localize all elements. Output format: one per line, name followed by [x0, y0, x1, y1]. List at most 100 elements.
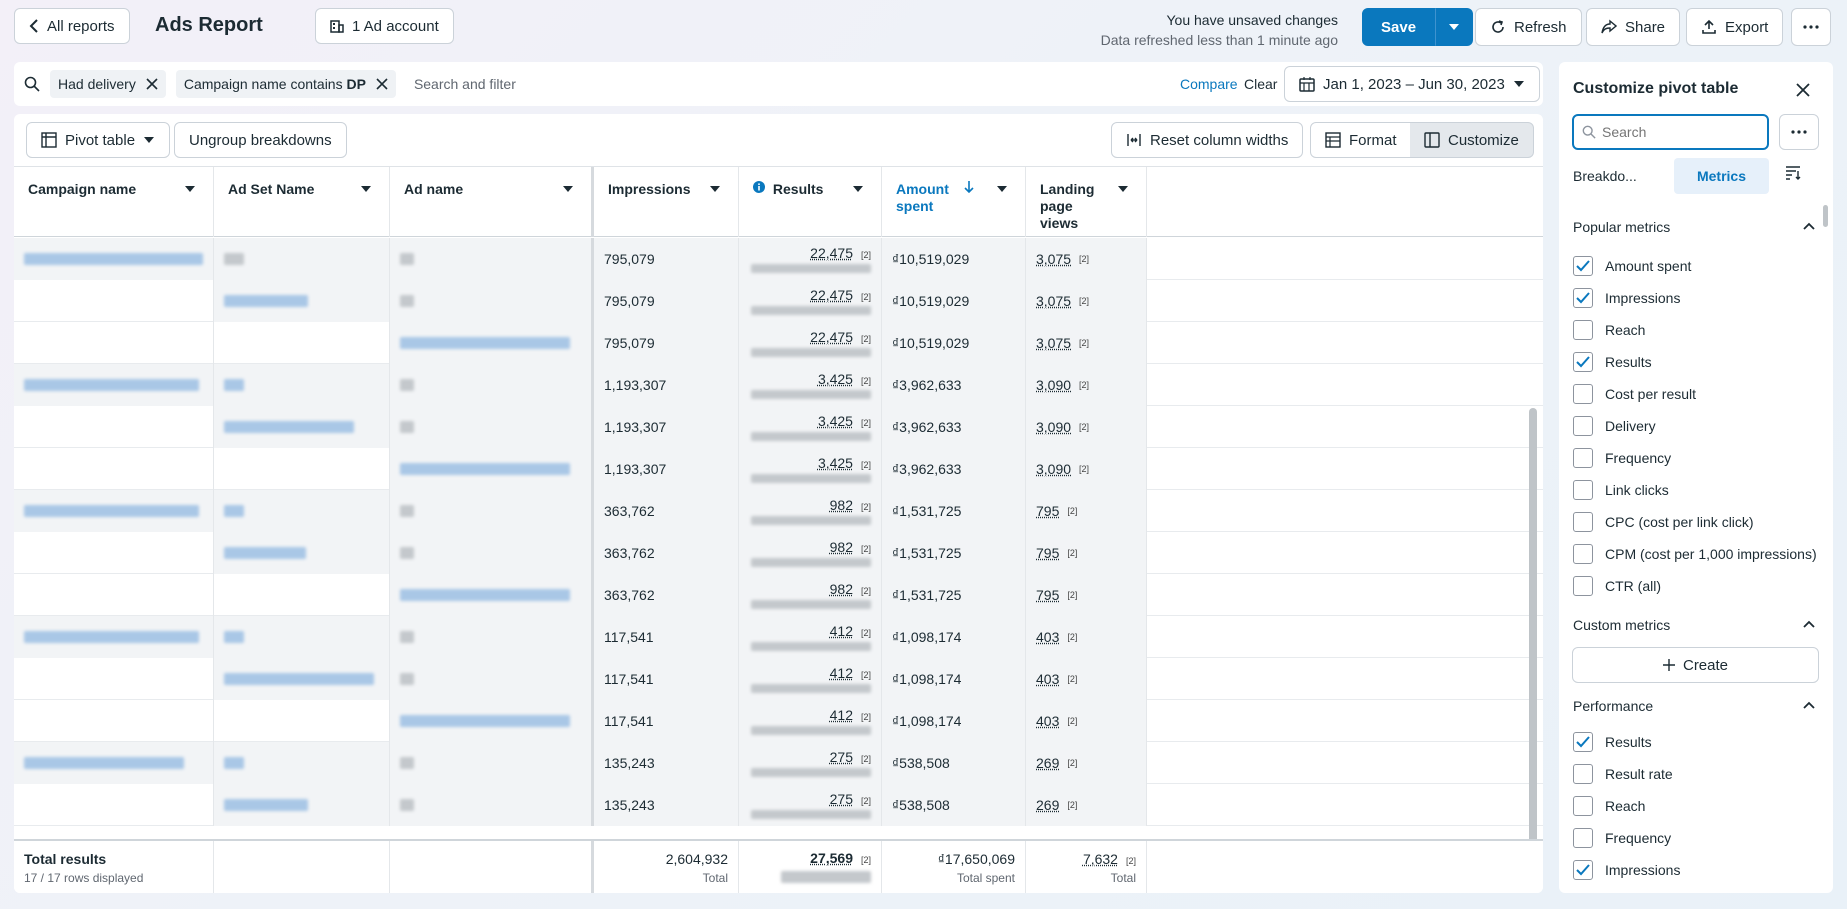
chevron-up-icon[interactable]	[1803, 701, 1815, 709]
results-value[interactable]: 3,425	[817, 455, 853, 471]
section-title-popular[interactable]: Popular metrics	[1573, 219, 1671, 235]
more-options-button[interactable]	[1791, 8, 1831, 46]
metric-option[interactable]: Amount spent	[1573, 252, 1691, 280]
chevron-up-icon[interactable]	[1803, 620, 1815, 628]
metric-option[interactable]: Frequency	[1573, 824, 1671, 852]
column-header-landing-page-views[interactable]: Landing page views	[1026, 167, 1147, 237]
table-row[interactable]: 795,079 22,475 [2] ₫10,519,029 3,075 [2]	[14, 238, 1543, 280]
landing-page-views-value[interactable]: 269	[1036, 755, 1060, 771]
redacted-text[interactable]	[224, 421, 354, 433]
total-results[interactable]: 27,569	[810, 850, 853, 866]
export-button[interactable]: Export	[1686, 8, 1784, 46]
redacted-text[interactable]	[24, 757, 184, 769]
checkbox-unchecked[interactable]	[1573, 544, 1593, 564]
metric-option[interactable]: Cost per result	[1573, 380, 1696, 408]
tab-metrics[interactable]: Metrics	[1674, 158, 1769, 194]
create-metric-button[interactable]: Create	[1572, 647, 1819, 683]
checkbox-unchecked[interactable]	[1573, 764, 1593, 784]
checkbox-checked[interactable]	[1573, 256, 1593, 276]
checkbox-unchecked[interactable]	[1573, 576, 1593, 596]
chevron-up-icon[interactable]	[1803, 222, 1815, 230]
table-row[interactable]: 795,079 22,475 [2] ₫10,519,029 3,075 [2]	[14, 322, 1543, 364]
redacted-text[interactable]	[224, 757, 244, 769]
all-reports-button[interactable]: All reports	[14, 8, 130, 44]
landing-page-views-value[interactable]: 795	[1036, 503, 1060, 519]
clear-link[interactable]: Clear	[1244, 76, 1278, 92]
checkbox-checked[interactable]	[1573, 732, 1593, 752]
checkbox-unchecked[interactable]	[1573, 480, 1593, 500]
table-row[interactable]: 363,762 982 [2] ₫1,531,725 795 [2]	[14, 574, 1543, 616]
filter-chip-delivery[interactable]: Had delivery	[50, 70, 166, 98]
landing-page-views-value[interactable]: 3,075	[1036, 335, 1072, 351]
results-value[interactable]: 412	[829, 707, 853, 723]
redacted-text[interactable]	[400, 463, 570, 475]
table-row[interactable]: 117,541 412 [2] ₫1,098,174 403 [2]	[14, 616, 1543, 658]
format-button[interactable]: Format	[1310, 122, 1412, 158]
redacted-text[interactable]	[224, 631, 244, 643]
compare-link[interactable]: Compare	[1180, 76, 1238, 92]
metric-option[interactable]: CPM (cost per 1,000 impressions)	[1573, 540, 1817, 568]
landing-page-views-value[interactable]: 795	[1036, 587, 1060, 603]
results-value[interactable]: 275	[829, 791, 853, 807]
table-row[interactable]: 363,762 982 [2] ₫1,531,725 795 [2]	[14, 532, 1543, 574]
results-value[interactable]: 982	[829, 581, 853, 597]
results-value[interactable]: 982	[829, 497, 853, 513]
save-button[interactable]: Save	[1362, 8, 1436, 46]
tab-breakdowns[interactable]: Breakdo...	[1573, 168, 1637, 184]
customize-button[interactable]: Customize	[1410, 122, 1534, 158]
metric-option[interactable]: Impressions	[1573, 284, 1680, 312]
checkbox-unchecked[interactable]	[1573, 512, 1593, 532]
landing-page-views-value[interactable]: 3,075	[1036, 251, 1072, 267]
sort-descending-icon[interactable]	[964, 181, 974, 193]
metric-search-input[interactable]	[1602, 124, 1752, 140]
checkbox-checked[interactable]	[1573, 288, 1593, 308]
metric-option[interactable]: Results	[1573, 348, 1652, 376]
checkbox-unchecked[interactable]	[1573, 416, 1593, 436]
reset-column-widths-button[interactable]: Reset column widths	[1111, 122, 1304, 158]
ungroup-breakdowns-button[interactable]: Ungroup breakdowns	[174, 122, 347, 158]
landing-page-views-value[interactable]: 3,090	[1036, 377, 1072, 393]
metric-option[interactable]: Result rate	[1573, 760, 1673, 788]
results-value[interactable]: 412	[829, 623, 853, 639]
column-menu-icon[interactable]	[704, 179, 726, 199]
results-value[interactable]: 982	[829, 539, 853, 555]
results-value[interactable]: 412	[829, 665, 853, 681]
metric-option[interactable]: CTR (all)	[1573, 572, 1661, 600]
landing-page-views-value[interactable]: 795	[1036, 545, 1060, 561]
pivot-table-button[interactable]: Pivot table	[26, 122, 171, 158]
close-icon[interactable]	[376, 78, 388, 90]
landing-page-views-value[interactable]: 403	[1036, 713, 1060, 729]
redacted-text[interactable]	[224, 547, 306, 559]
redacted-text[interactable]	[400, 715, 570, 727]
table-row[interactable]: 1,193,307 3,425 [2] ₫3,962,633 3,090 [2]	[14, 406, 1543, 448]
redacted-text[interactable]	[24, 505, 199, 517]
landing-page-views-value[interactable]: 3,090	[1036, 461, 1072, 477]
metric-option[interactable]: Results	[1573, 728, 1652, 756]
results-value[interactable]: 22,475	[810, 245, 853, 261]
metric-option[interactable]: Frequency	[1573, 444, 1671, 472]
section-title-performance[interactable]: Performance	[1573, 698, 1654, 714]
redacted-text[interactable]	[400, 337, 570, 349]
results-value[interactable]: 22,475	[810, 287, 853, 303]
column-menu-icon[interactable]	[1112, 179, 1134, 199]
checkbox-checked[interactable]	[1573, 860, 1593, 880]
panel-scrollbar[interactable]	[1823, 205, 1828, 227]
column-menu-icon[interactable]	[355, 179, 377, 199]
column-menu-icon[interactable]	[847, 179, 869, 199]
close-icon[interactable]	[1789, 76, 1817, 104]
total-landing-page-views[interactable]: 7,632	[1082, 851, 1118, 867]
redacted-text[interactable]	[24, 631, 199, 643]
refresh-button[interactable]: Refresh	[1475, 8, 1582, 46]
redacted-text[interactable]	[224, 295, 308, 307]
date-range-picker[interactable]: Jan 1, 2023 – Jun 30, 2023	[1284, 66, 1540, 102]
search-filter-input[interactable]	[413, 76, 1014, 92]
ad-account-button[interactable]: 1 Ad account	[315, 8, 454, 44]
landing-page-views-value[interactable]: 3,075	[1036, 293, 1072, 309]
metric-option[interactable]: Reach	[1573, 316, 1645, 344]
column-header-impressions[interactable]: Impressions	[594, 167, 739, 237]
table-scrollbar[interactable]	[1529, 408, 1537, 893]
landing-page-views-value[interactable]: 269	[1036, 797, 1060, 813]
table-row[interactable]: 363,762 982 [2] ₫1,531,725 795 [2]	[14, 490, 1543, 532]
table-row[interactable]: 117,541 412 [2] ₫1,098,174 403 [2]	[14, 700, 1543, 742]
redacted-text[interactable]	[224, 379, 244, 391]
